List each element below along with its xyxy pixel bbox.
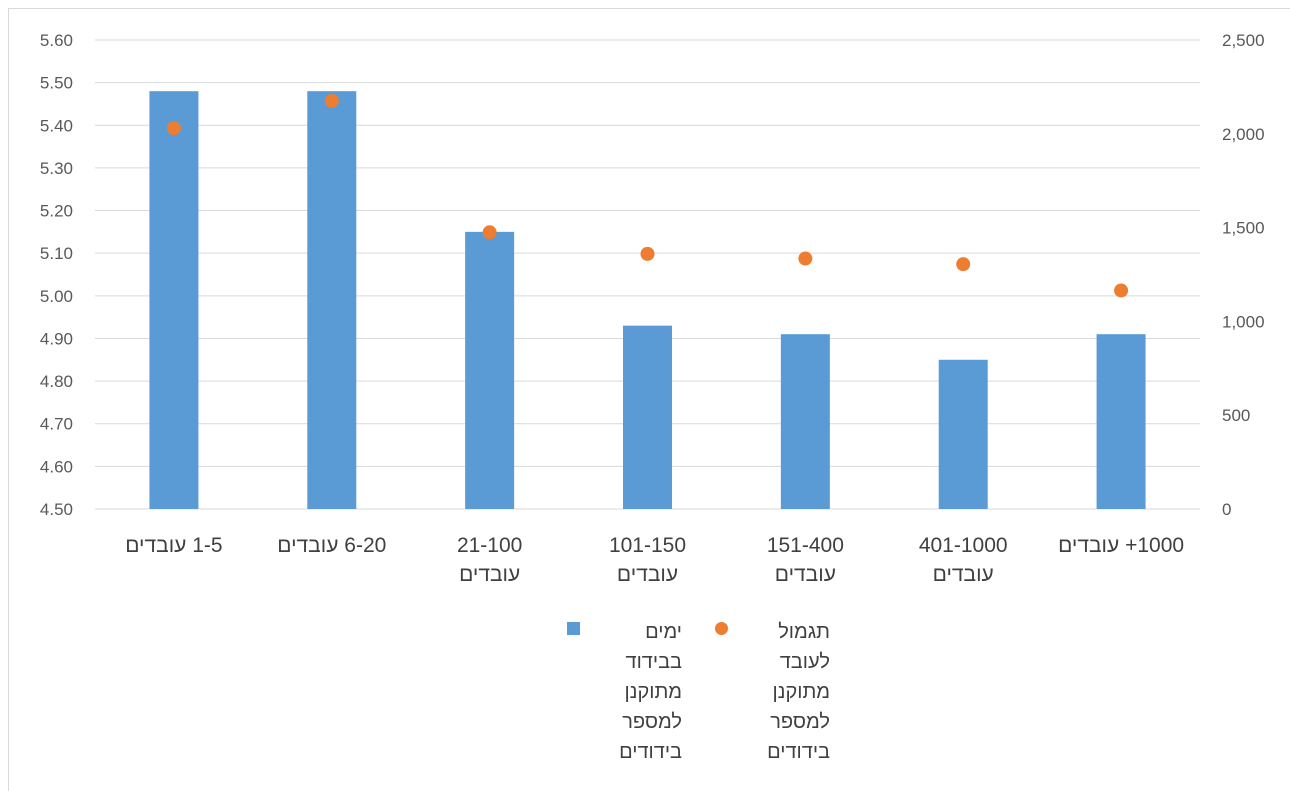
category-label-line: עובדים bbox=[617, 563, 678, 586]
right-tick-label: 2,000 bbox=[1222, 125, 1265, 144]
legend-square-marker bbox=[567, 622, 580, 635]
category-label-line: 101-150 bbox=[609, 534, 686, 557]
left-tick-label: 4.80 bbox=[40, 372, 73, 391]
category-label-line: 6-20 עובדים bbox=[277, 534, 386, 557]
legend-label: תגמול לעובד מתוקנן למספר בידודים bbox=[767, 621, 830, 763]
bar bbox=[938, 359, 988, 509]
left-tick-label: 5.00 bbox=[40, 287, 73, 306]
left-tick-label: 5.50 bbox=[40, 74, 73, 93]
right-tick-label: 500 bbox=[1222, 406, 1250, 425]
category-label-line: עובדים bbox=[775, 563, 836, 586]
left-tick-label: 5.20 bbox=[40, 202, 73, 221]
bar bbox=[149, 91, 199, 509]
category-label: 101-150 עובדים bbox=[609, 534, 686, 586]
bar bbox=[1096, 334, 1146, 509]
right-axis: 0 500 1,000 1,500 2,000 2,500 bbox=[1222, 31, 1265, 519]
category-label: 6-20 עובדים bbox=[277, 534, 386, 557]
left-tick-label: 4.70 bbox=[40, 415, 73, 434]
bar bbox=[780, 334, 830, 509]
left-tick-label: 5.60 bbox=[40, 31, 73, 50]
scatter-point bbox=[482, 225, 497, 240]
legend-circle-marker bbox=[715, 622, 728, 635]
right-tick-label: 0 bbox=[1222, 500, 1231, 519]
category-label-line: 401-1000 bbox=[919, 534, 1008, 557]
bar-series bbox=[149, 91, 1146, 509]
category-label-line: עובדים bbox=[459, 563, 520, 586]
scatter-point bbox=[956, 257, 971, 272]
chart-frame bbox=[8, 8, 1290, 791]
category-label-line: 21-100 bbox=[457, 534, 522, 557]
scatter-point bbox=[1114, 283, 1129, 298]
left-tick-label: 4.50 bbox=[40, 500, 73, 519]
scatter-series bbox=[166, 93, 1129, 298]
category-label-line: 151-400 bbox=[767, 534, 844, 557]
scatter-point bbox=[324, 93, 339, 108]
category-label: 21-100 עובדים bbox=[457, 534, 522, 586]
legend-item-compensation: תגמול לעובד מתוקנן למספר בידודים bbox=[690, 617, 830, 767]
right-tick-label: 2,500 bbox=[1222, 31, 1265, 50]
legend-item-isolation-days: ימים בבידוד מתוקנן למספר בידודים bbox=[542, 617, 682, 767]
left-tick-label: 4.60 bbox=[40, 457, 73, 476]
legend-label: ימים בבידוד מתוקנן למספר בידודים bbox=[619, 621, 682, 763]
bar bbox=[623, 325, 672, 509]
left-tick-label: 5.10 bbox=[40, 244, 73, 263]
bar bbox=[307, 91, 357, 509]
left-tick-label: 5.40 bbox=[40, 116, 73, 135]
left-axis: 4.50 4.60 4.70 4.80 4.90 5.00 5.10 5.20 5.30 5.40… bbox=[40, 31, 73, 519]
category-label-line: עובדים bbox=[933, 563, 994, 586]
scatter-point bbox=[798, 251, 813, 266]
scatter-point bbox=[166, 121, 181, 136]
right-tick-label: 1,500 bbox=[1222, 219, 1265, 238]
left-tick-label: 4.90 bbox=[40, 329, 73, 348]
category-label: 401-1000 עובדים bbox=[919, 534, 1008, 586]
left-tick-label: 5.30 bbox=[40, 159, 73, 178]
category-label-line: 1000+ עובדים bbox=[1058, 534, 1184, 557]
right-tick-label: 1,000 bbox=[1222, 312, 1265, 331]
category-axis: 1-5 עובדים 6-20 עובדים 21-100 עובדים101-150… bbox=[125, 534, 1184, 586]
category-label: 1-5 עובדים bbox=[125, 534, 222, 557]
scatter-point bbox=[640, 246, 655, 261]
category-label: 151-400 עובדים bbox=[767, 534, 844, 586]
category-label: 1000+ עובדים bbox=[1058, 534, 1184, 557]
bar bbox=[465, 231, 515, 509]
category-label-line: 1-5 עובדים bbox=[125, 534, 222, 557]
